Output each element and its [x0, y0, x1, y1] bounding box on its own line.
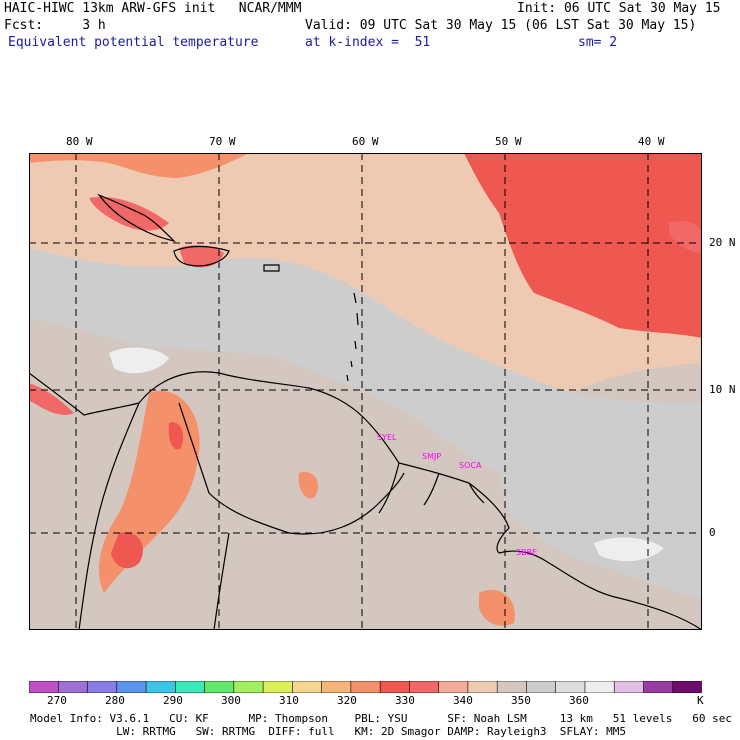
init-time: Init: 06 UTC Sat 30 May 15: [517, 1, 721, 16]
colorbar-unit: K: [697, 694, 704, 707]
lat-label-0: 0: [709, 526, 716, 539]
warm-patch-interior: [298, 472, 319, 499]
smoothing: sm= 2: [578, 35, 618, 50]
colorbar-swatch: [409, 681, 440, 693]
colorbar-swatch: [204, 681, 235, 693]
colorbar-swatch: [555, 681, 586, 693]
graticule: [29, 153, 702, 630]
stations: SYEL SMJP SOCA SBBE: [377, 433, 537, 557]
colorbar-swatch: [526, 681, 557, 693]
colorbar-label-310: 310: [279, 694, 299, 707]
light-patch-2: [594, 537, 664, 562]
theta-e-map: SYEL SMJP SOCA SBBE: [29, 153, 702, 630]
colorbar-swatch: [87, 681, 118, 693]
puerto-rico-coast: [263, 264, 280, 272]
colorbar-swatch: [175, 681, 206, 693]
colorbar-swatch: [116, 681, 147, 693]
lat-label-10n: 10 N: [709, 383, 736, 396]
lon-label-40w: 40 W: [638, 135, 665, 148]
map-frame: [29, 153, 702, 630]
lesser-antilles: [346, 292, 359, 382]
cuba-coast: [97, 193, 176, 243]
colorbar: [29, 681, 702, 693]
valid-time: Valid: 09 UTC Sat 30 May 15 (06 LST Sat …: [305, 18, 697, 33]
light-patch-1: [109, 347, 169, 374]
colorbar-swatch: [350, 681, 381, 693]
colorbar-swatch: [321, 681, 352, 693]
colorbar-label-360: 360: [569, 694, 589, 707]
grey-southeast: [499, 473, 702, 598]
andes-hot-2: [168, 422, 184, 450]
south-america-coast: [138, 371, 702, 630]
colorbar-swatch: [613, 681, 645, 693]
colorbar-swatch: [233, 681, 264, 693]
colorbar-label-290: 290: [163, 694, 183, 707]
model-info-line2: LW: RRTMG SW: RRTMG DIFF: full KM: 2D Sm…: [30, 725, 627, 738]
station-syel: SYEL: [377, 433, 397, 442]
colorbar-swatch: [29, 681, 60, 693]
colorbar-swatch: [467, 681, 498, 693]
colorbar-swatch: [292, 681, 323, 693]
guianas-borders: [378, 462, 485, 514]
andes-hot-1: [111, 532, 143, 569]
interior-border-1: [178, 402, 405, 535]
warm-patch-south: [479, 589, 515, 626]
colorbar-label-320: 320: [337, 694, 357, 707]
colorbar-swatch: [584, 681, 616, 693]
colorbar-swatch: [643, 681, 674, 693]
lon-label-80w: 80 W: [66, 135, 93, 148]
colorbar-label-330: 330: [395, 694, 415, 707]
colorbar-label-300: 300: [221, 694, 241, 707]
hispaniola-coast: [173, 245, 230, 267]
coastlines: [29, 193, 702, 630]
lat-label-20n: 20 N: [709, 236, 736, 249]
field-name: Equivalent potential temperature: [8, 35, 259, 50]
grey-band: [29, 248, 702, 498]
station-soca: SOCA: [459, 461, 482, 470]
lon-label-50w: 50 W: [495, 135, 522, 148]
colorbar-swatch: [438, 681, 469, 693]
station-sbbe: SBBE: [516, 548, 537, 557]
colorbar-label-340: 340: [453, 694, 473, 707]
colorbar-swatch: [57, 681, 89, 693]
station-smjp: SMJP: [422, 452, 441, 461]
colorbar-swatch: [379, 681, 411, 693]
colorbar-swatch: [145, 681, 177, 693]
lon-label-70w: 70 W: [209, 135, 236, 148]
interior-border-2: [213, 532, 230, 630]
model-info-line1: Model Info: V3.6.1 CU: KF MP: Thompson P…: [30, 712, 732, 725]
forecast-hour: Fcst: 3 h: [4, 18, 106, 33]
lon-label-60w: 60 W: [352, 135, 379, 148]
central-america-warm: [29, 383, 74, 415]
colorbar-swatch: [496, 681, 528, 693]
central-america-coast: [29, 372, 140, 416]
colorbar-swatch: [262, 681, 294, 693]
colorbar-label-270: 270: [47, 694, 67, 707]
colorbar-swatch: [672, 681, 702, 693]
warm-strip-top: [29, 153, 249, 178]
colorbar-label-280: 280: [105, 694, 125, 707]
plot-title: HAIC-HIWC 13km ARW-GFS init NCAR/MMM: [4, 1, 302, 16]
hot-region-northeast: [464, 153, 702, 338]
hispaniola-warm: [179, 245, 224, 268]
level-index: at k-index = 51: [305, 35, 431, 50]
pacific-coast: [78, 402, 140, 630]
hot-patch-edge: [669, 221, 702, 253]
colorbar-label-350: 350: [511, 694, 531, 707]
cuba-warm: [89, 197, 169, 231]
